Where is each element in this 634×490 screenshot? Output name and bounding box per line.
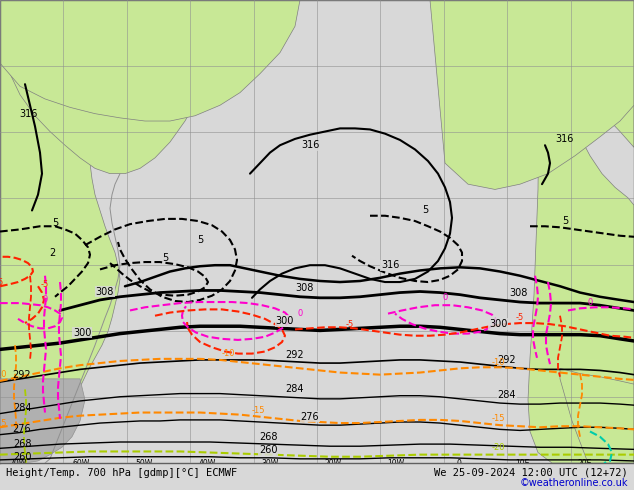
Text: -10: -10 xyxy=(0,370,7,379)
Text: 316: 316 xyxy=(556,134,574,144)
Text: 40W: 40W xyxy=(198,459,216,468)
Polygon shape xyxy=(430,0,634,190)
Text: 260: 260 xyxy=(13,452,31,462)
Text: 5: 5 xyxy=(162,253,168,263)
Text: Height/Temp. 700 hPa [gdmp][°C] ECMWF: Height/Temp. 700 hPa [gdmp][°C] ECMWF xyxy=(6,468,238,478)
Polygon shape xyxy=(0,0,300,121)
Text: 260: 260 xyxy=(259,445,277,455)
Polygon shape xyxy=(560,368,634,463)
Text: 276: 276 xyxy=(301,412,320,422)
Text: 316: 316 xyxy=(301,140,319,150)
Text: -10: -10 xyxy=(221,349,235,358)
Text: 300: 300 xyxy=(73,327,91,338)
Text: -20: -20 xyxy=(491,443,505,452)
Text: We 25-09-2024 12:00 UTC (12+72): We 25-09-2024 12:00 UTC (12+72) xyxy=(434,468,628,478)
Text: -10: -10 xyxy=(491,358,505,367)
Text: 284: 284 xyxy=(286,384,304,394)
Text: 268: 268 xyxy=(13,439,31,449)
Text: 10E: 10E xyxy=(515,459,529,468)
Text: 284: 284 xyxy=(498,390,516,400)
Text: 292: 292 xyxy=(498,355,516,365)
Polygon shape xyxy=(500,0,634,147)
Text: 5: 5 xyxy=(562,216,568,226)
Polygon shape xyxy=(528,0,634,463)
Text: 0: 0 xyxy=(297,309,302,318)
Polygon shape xyxy=(0,19,120,463)
Text: -5: -5 xyxy=(41,280,49,289)
Text: 5: 5 xyxy=(422,205,428,216)
Text: 20W: 20W xyxy=(325,459,342,468)
Text: 60W: 60W xyxy=(72,459,89,468)
Text: 268: 268 xyxy=(259,432,277,442)
Text: 20E: 20E xyxy=(578,459,592,468)
Text: ©weatheronline.co.uk: ©weatheronline.co.uk xyxy=(519,478,628,488)
Text: 292: 292 xyxy=(13,369,31,380)
Text: 2: 2 xyxy=(49,247,55,258)
Text: 284: 284 xyxy=(13,403,31,414)
Text: -5: -5 xyxy=(516,313,524,322)
Polygon shape xyxy=(0,0,20,37)
Text: 308: 308 xyxy=(296,283,314,294)
Text: 308: 308 xyxy=(509,288,527,297)
Text: 0: 0 xyxy=(587,297,593,307)
Text: 292: 292 xyxy=(286,350,304,360)
Text: 70W: 70W xyxy=(10,459,27,468)
Text: -5: -5 xyxy=(0,277,4,287)
Text: -15: -15 xyxy=(251,406,265,415)
Text: 10W: 10W xyxy=(387,459,404,468)
Text: 316: 316 xyxy=(19,109,37,119)
Text: 300: 300 xyxy=(489,319,507,329)
Text: 0: 0 xyxy=(456,459,462,468)
Text: 0: 0 xyxy=(42,295,48,304)
Text: 50W: 50W xyxy=(136,459,153,468)
Text: 5: 5 xyxy=(52,218,58,228)
Polygon shape xyxy=(0,0,42,252)
Text: 300: 300 xyxy=(276,316,294,326)
Text: 0: 0 xyxy=(443,294,448,302)
Text: 276: 276 xyxy=(13,424,31,434)
Text: -5: -5 xyxy=(346,319,354,329)
Polygon shape xyxy=(0,379,85,463)
Text: -15: -15 xyxy=(0,418,7,428)
Text: 316: 316 xyxy=(381,260,399,270)
Text: 308: 308 xyxy=(96,287,114,296)
Text: 5: 5 xyxy=(197,235,203,245)
Polygon shape xyxy=(0,0,225,173)
Text: -15: -15 xyxy=(491,415,505,423)
Text: 30W: 30W xyxy=(261,459,278,468)
